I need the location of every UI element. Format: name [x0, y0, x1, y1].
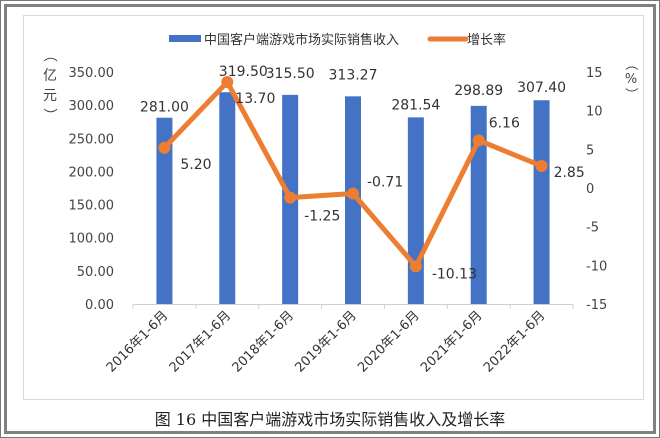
left-axis-tick: 150.00 [69, 199, 115, 214]
category-label: 2016年1-6月 [104, 308, 171, 375]
line-value-label: 5.20 [180, 157, 211, 173]
category-label: 2019年1-6月 [292, 308, 359, 375]
legend-line-label: 增长率 [467, 32, 506, 48]
legend-bar-swatch [169, 35, 201, 42]
line-value-label: 2.85 [554, 165, 585, 181]
category-label: 2020年1-6月 [355, 308, 422, 375]
line-value-label: -1.25 [304, 209, 340, 225]
line-value-label: 13.70 [235, 91, 275, 107]
right-axis-unit: （ [623, 57, 638, 70]
line-value-label: -10.13 [432, 266, 477, 282]
left-axis-tick: 300.00 [69, 99, 115, 114]
category-label: 2018年1-6月 [230, 308, 297, 375]
right-axis-tick: -5 [586, 221, 599, 236]
right-axis-unit: % [625, 72, 637, 87]
left-axis-unit: 元 [43, 88, 57, 104]
growth-rate-marker [472, 134, 485, 147]
left-axis-tick: 200.00 [69, 165, 115, 180]
bar-value-label: 298.89 [454, 83, 503, 99]
bar-value-label: 281.54 [391, 97, 440, 113]
revenue-bar [219, 92, 236, 305]
growth-rate-marker [284, 191, 297, 204]
revenue-bar [533, 100, 550, 304]
bar-value-label: 281.00 [140, 100, 189, 116]
category-label: 2017年1-6月 [167, 308, 234, 375]
revenue-bar [470, 105, 487, 304]
line-value-label: 6.16 [489, 115, 520, 131]
growth-rate-marker [535, 159, 548, 172]
line-value-label: -0.71 [367, 174, 403, 190]
legend-bar-label: 中国客户端游戏市场实际销售收入 [204, 32, 399, 48]
bar-value-label: 313.27 [329, 67, 378, 83]
left-axis-unit: （ [41, 48, 57, 62]
figure-border [4, 4, 656, 434]
left-axis-tick: 0.00 [85, 298, 114, 313]
bar-value-label: 319.50 [219, 64, 268, 80]
left-axis-tick: 100.00 [69, 232, 115, 247]
figure-caption: 图 16 中国客户端游戏市场实际销售收入及增长率 [154, 410, 506, 429]
bar-value-label: 315.50 [266, 66, 315, 82]
category-label: 2021年1-6月 [418, 308, 485, 375]
left-axis-unit: 亿 [43, 68, 57, 84]
growth-rate-marker [158, 141, 171, 154]
bar-value-label: 307.40 [517, 80, 566, 96]
growth-rate-marker [221, 76, 234, 89]
left-axis-unit: ） [41, 108, 57, 122]
right-axis-tick: 10 [586, 105, 603, 120]
right-axis-unit: ） [623, 87, 638, 100]
right-axis-tick: 5 [586, 143, 594, 158]
right-axis-tick: -15 [586, 298, 607, 313]
right-axis-tick: 0 [586, 182, 594, 197]
revenue-bar [407, 117, 424, 304]
left-axis-tick: 50.00 [77, 265, 114, 280]
growth-rate-marker [347, 187, 359, 200]
left-axis-tick: 250.00 [69, 132, 115, 147]
growth-rate-marker [409, 260, 422, 273]
right-axis-tick: -10 [586, 259, 607, 274]
left-axis-tick: 350.00 [69, 66, 115, 81]
revenue-bar [156, 117, 173, 304]
category-label: 2022年1-6月 [481, 308, 548, 375]
right-axis-tick: 15 [586, 66, 603, 81]
revenue-bar [345, 96, 361, 304]
